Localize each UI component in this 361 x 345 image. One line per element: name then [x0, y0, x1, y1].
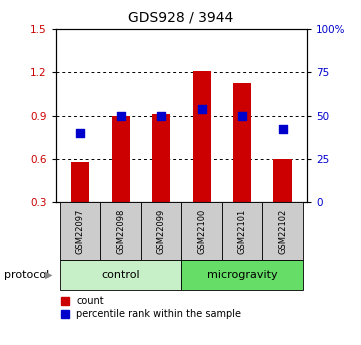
Bar	[182, 260, 303, 290]
Bar	[152, 114, 170, 202]
Bar	[192, 71, 211, 202]
Bar	[233, 82, 251, 202]
Text: control: control	[101, 270, 140, 280]
Bar	[60, 202, 100, 260]
Bar	[182, 202, 222, 260]
Text: protocol: protocol	[4, 270, 49, 280]
Bar	[274, 159, 292, 202]
Bar	[100, 202, 141, 260]
Bar	[262, 202, 303, 260]
Bar	[71, 161, 89, 202]
Bar	[141, 202, 182, 260]
Text: GSM22100: GSM22100	[197, 208, 206, 254]
Point	[199, 106, 205, 111]
Text: GSM22101: GSM22101	[238, 208, 247, 254]
Text: GSM22099: GSM22099	[157, 208, 166, 254]
Point	[158, 113, 164, 118]
Bar	[222, 202, 262, 260]
Bar	[60, 260, 182, 290]
Text: microgravity: microgravity	[207, 270, 277, 280]
Bar	[112, 116, 130, 202]
Text: GDS928 / 3944: GDS928 / 3944	[128, 10, 233, 24]
Legend: count, percentile rank within the sample: count, percentile rank within the sample	[61, 296, 242, 319]
Point	[280, 127, 286, 132]
Text: GSM22098: GSM22098	[116, 208, 125, 254]
Text: GSM22097: GSM22097	[76, 208, 85, 254]
Point	[239, 113, 245, 118]
Point	[77, 130, 83, 136]
Point	[118, 113, 123, 118]
Text: GSM22102: GSM22102	[278, 208, 287, 254]
Text: ▶: ▶	[45, 270, 52, 280]
